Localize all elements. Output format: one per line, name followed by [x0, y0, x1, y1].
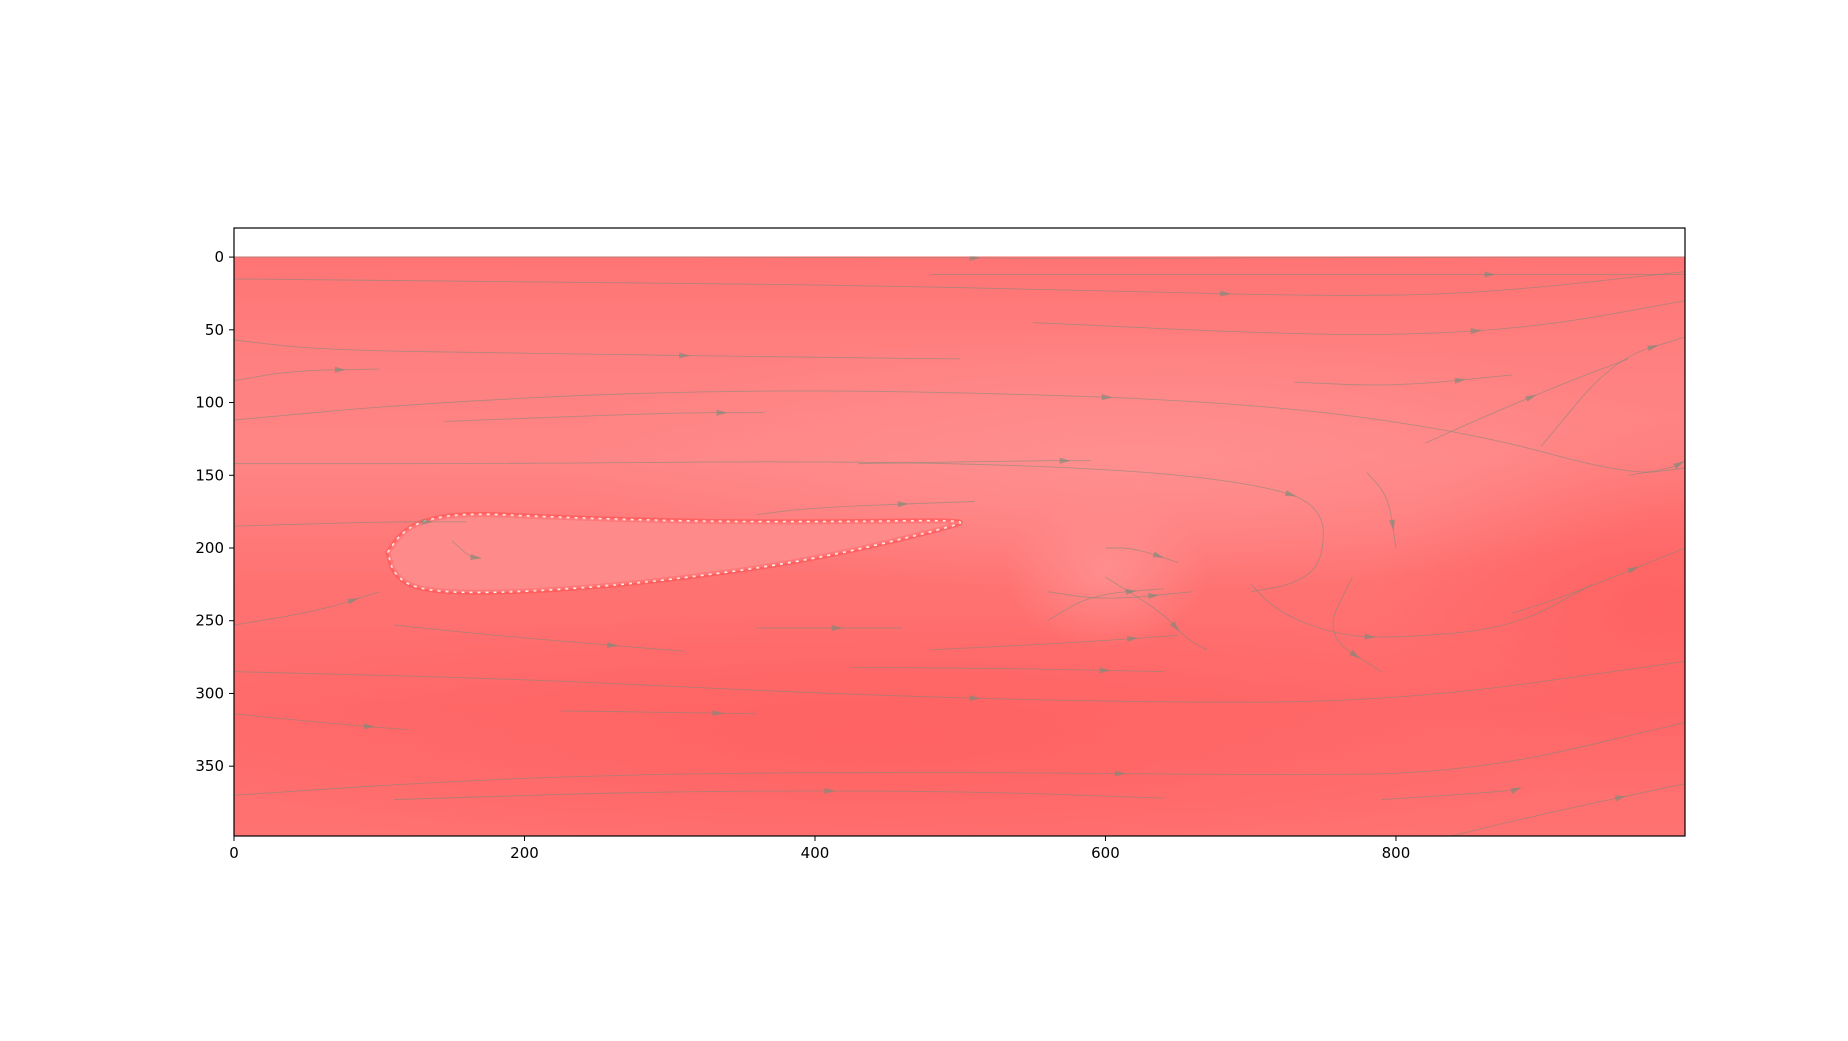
streamline-arrow-34	[1673, 461, 1685, 470]
y-tick-label: 300	[195, 684, 224, 702]
streamline-arrow-14	[347, 598, 359, 605]
streamline-23	[234, 722, 1685, 796]
streamline-35	[1366, 472, 1397, 549]
streamlines	[234, 256, 1685, 836]
streamline-arrow-15	[606, 641, 619, 649]
streamline-arrow-16	[831, 624, 843, 632]
y-tick-label: 100	[195, 394, 224, 412]
streamline-24	[393, 790, 1164, 801]
streamline-8	[234, 461, 1324, 593]
streamline-arrow-1	[1220, 290, 1232, 297]
streamline-20	[851, 666, 1164, 673]
streamline-22	[560, 710, 757, 715]
streamline-32	[1047, 588, 1164, 622]
streamline-15	[393, 624, 685, 652]
y-tick-label: 250	[195, 612, 224, 630]
y-tick-label: 200	[195, 539, 224, 557]
streamline-arrow-17	[1169, 621, 1180, 632]
streamline-29	[1047, 591, 1193, 599]
streamline-arrow-3	[1470, 328, 1482, 335]
streamline-arrow-19	[969, 695, 981, 702]
x-tick-label: 800	[1382, 844, 1411, 862]
streamline-arrow-5	[1101, 394, 1113, 401]
streamline-26	[1449, 783, 1685, 836]
x-axis: 0 200 400 600 800	[229, 836, 1410, 862]
x-tick-label: 0	[229, 844, 239, 862]
streamline-6	[444, 412, 765, 422]
streamline-arrow-18	[1364, 633, 1376, 640]
streamline-arrow-33	[1126, 635, 1139, 642]
axes-frame	[233, 227, 1686, 837]
streamline-arrow-24	[824, 787, 836, 795]
streamline-19	[234, 661, 1685, 703]
streamline-arrow-11	[422, 518, 434, 525]
streamline-arrow-29	[1147, 592, 1160, 600]
streamline-arrow-0	[969, 256, 981, 261]
streamline-21	[234, 713, 409, 731]
y-tick-label: 50	[205, 321, 224, 339]
streamline-arrow-7	[1454, 377, 1466, 384]
streamline-2	[234, 339, 961, 360]
streamline-arrow-25	[1510, 787, 1522, 795]
streamline-1	[234, 271, 1685, 296]
streamline-14	[234, 591, 380, 626]
streamline-36	[756, 501, 975, 515]
streamline-arrow-20	[1099, 667, 1111, 674]
streamline-arrow-22	[712, 709, 724, 717]
streamline-30	[1512, 547, 1685, 614]
y-tick-label: 150	[195, 466, 224, 484]
streamline-arrow-36	[897, 501, 909, 508]
x-tick-label: 200	[510, 844, 539, 862]
streamline-7	[1294, 374, 1513, 386]
streamline-arrow-9	[1059, 457, 1071, 464]
streamline-arrow-13	[1525, 394, 1537, 402]
streamline-arrow-12	[1647, 345, 1659, 352]
streamline-5	[234, 390, 1685, 473]
streamline-0	[234, 256, 1685, 259]
warm-region-1	[234, 606, 1614, 836]
airfoil-obstacle	[385, 511, 963, 595]
streamline-arrow-30	[1627, 566, 1639, 574]
y-tick-label: 350	[195, 757, 224, 775]
streamline-17	[1105, 576, 1208, 651]
streamline-arrow-28	[1349, 649, 1361, 659]
streamline-arrow-4	[334, 366, 347, 373]
streamline-9	[858, 460, 1091, 465]
y-axis: 0 50 100 150 200 250 300 350	[195, 248, 234, 775]
streamline-3	[1032, 300, 1685, 335]
streamline-arrow-23	[1114, 770, 1126, 777]
streamline-11	[234, 521, 467, 527]
streamline-arrow-37	[1152, 551, 1165, 558]
streamline-12	[1540, 336, 1685, 447]
x-tick-label: 600	[1091, 844, 1120, 862]
streamline-28	[1332, 576, 1382, 673]
streamline-18	[1250, 583, 1593, 638]
streamline-arrow-31	[470, 553, 482, 560]
streamline-arrow-21	[363, 723, 376, 730]
y-tick-label: 0	[214, 248, 224, 266]
airfoil-interior	[387, 514, 961, 593]
streamline-4	[234, 368, 380, 382]
streamline-33	[931, 634, 1179, 651]
streamline-arrow-10	[1484, 271, 1496, 278]
streamline-13	[1424, 358, 1629, 444]
streamline-arrow-32	[1125, 588, 1137, 595]
streamline-arrow-26	[1614, 795, 1627, 802]
streamline-37	[1105, 547, 1179, 563]
heatmap-layer	[234, 256, 1685, 836]
streamline-arrow-6	[716, 409, 728, 416]
streamline-arrow-35	[1388, 519, 1396, 532]
streamline-arrow-2	[679, 352, 691, 359]
x-tick-label: 400	[801, 844, 830, 862]
streamline-arrow-8	[1284, 490, 1297, 497]
